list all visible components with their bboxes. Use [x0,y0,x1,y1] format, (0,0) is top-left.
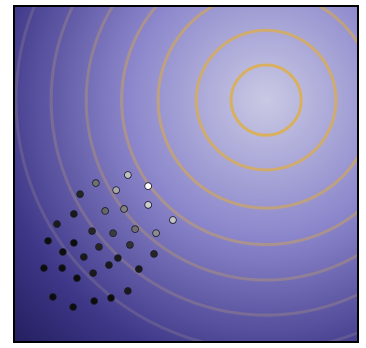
scatter-point [101,207,109,215]
scatter-point [126,241,134,249]
contour-ring [156,6,358,210]
scatter-point [124,171,132,179]
scatter-point [69,303,77,311]
scatter-point [105,261,113,269]
scatter-point [95,243,103,251]
scatter-point [76,190,84,198]
scatter-point [144,182,152,190]
scatter-point [169,216,177,224]
contour-ring [229,63,303,137]
scatter-point [120,205,128,213]
plot-frame [13,5,359,343]
scatter-point [70,239,78,247]
scatter-point [124,287,132,295]
contour-ring [120,6,358,247]
scatter-point [131,225,139,233]
scatter-point [59,248,67,256]
contour-ring [84,6,358,282]
scatter-point [90,297,98,305]
scatter-point [53,220,61,228]
contour-ring [194,28,338,172]
scatter-point [114,254,122,262]
scatter-point [152,229,160,237]
scatter-point [107,294,115,302]
scatter-point [58,264,66,272]
scatter-point [109,229,117,237]
scatter-point [112,186,120,194]
plot-layer [14,6,358,342]
scatter-point [49,293,57,301]
contour-ring [49,6,358,317]
scatter-point [88,227,96,235]
scatter-point [144,201,152,209]
scatter-point [92,179,100,187]
scatter-point [73,274,81,282]
scatter-point [89,269,97,277]
scatter-point [44,237,52,245]
scatter-point [135,265,143,273]
scatter-point [70,210,78,218]
scatter-point [40,264,48,272]
scatter-point [80,253,88,261]
contour-ring [14,6,358,342]
scatter-point [150,250,158,258]
